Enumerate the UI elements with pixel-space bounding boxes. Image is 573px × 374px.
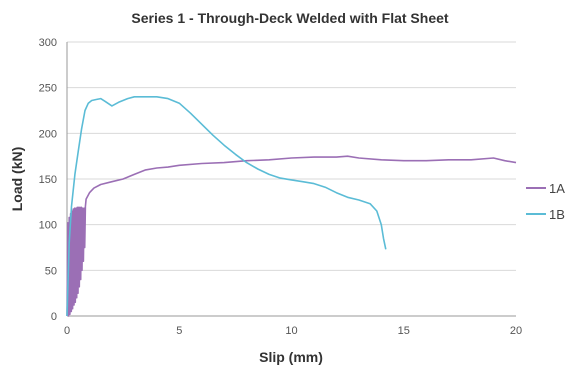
y-tick-label-4: 200 — [39, 128, 57, 140]
chart-title: Series 1 - Through-Deck Welded with Flat… — [131, 10, 448, 26]
x-tick-label-3: 15 — [398, 325, 410, 337]
y-tick-label-3: 150 — [39, 174, 57, 186]
x-tick-label-4: 20 — [510, 325, 522, 337]
grid-lines — [67, 41, 516, 271]
series-line-1A — [66, 155, 517, 317]
y-axis-label: Load (kN) — [9, 147, 25, 212]
y-tick-label-5: 250 — [39, 83, 57, 95]
x-tick-label-1: 5 — [176, 325, 182, 337]
y-tick-label-2: 100 — [39, 220, 57, 232]
y-tick-labels: 0 50 100 150 200 250 300 — [39, 37, 57, 323]
series-lines — [66, 96, 517, 317]
x-tick-label-2: 10 — [285, 325, 297, 337]
series-line-1B — [66, 96, 387, 317]
y-tick-label-6: 300 — [39, 37, 57, 49]
x-tick-labels: 0 5 10 15 20 — [64, 325, 522, 337]
legend: 1A 1B — [526, 181, 565, 222]
legend-label-1B: 1B — [549, 207, 565, 222]
y-tick-label-1: 50 — [45, 265, 57, 277]
y-tick-label-0: 0 — [51, 311, 57, 323]
x-axis-label: Slip (mm) — [259, 349, 323, 365]
legend-label-1A: 1A — [549, 181, 565, 196]
x-tick-label-0: 0 — [64, 325, 70, 337]
